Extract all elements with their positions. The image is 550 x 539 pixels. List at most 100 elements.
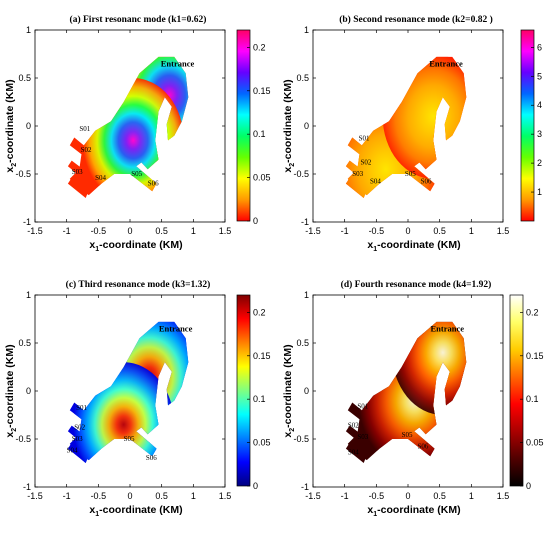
y-tick-label: -0.5 <box>293 434 309 444</box>
station-label: S01 <box>357 402 368 410</box>
station-label: S03 <box>72 435 83 443</box>
panel-title: (a) First resonanc mode (k1=0.62) <box>70 14 207 25</box>
entrance-label: Entrance <box>161 58 195 68</box>
panel-title: (b) Second resonance mode (k2=0.82 ) <box>339 14 493 25</box>
station-label: S05 <box>124 435 135 443</box>
x-axis-label: x1-coordinate (KM) <box>89 239 182 253</box>
station-label: S01 <box>76 404 87 412</box>
colorbar-tick-label: 0.15 <box>253 86 271 96</box>
y-tick-label: 1 <box>26 25 31 35</box>
station-label: S06 <box>146 454 157 462</box>
colorbar-tick-label: 0.2 <box>253 42 266 52</box>
panel-title: (c) Third resonance mode (k3=1.32) <box>66 279 211 290</box>
station-label: S03 <box>357 433 368 441</box>
x-tick-label: 1.5 <box>497 226 510 236</box>
colorbar-tick-label: 0.15 <box>526 351 544 361</box>
field-peak <box>382 56 467 179</box>
resonance-field <box>67 56 189 198</box>
y-tick-label: 1 <box>304 290 309 300</box>
x-tick-label: -0.5 <box>369 491 385 501</box>
x-tick-label: -1.5 <box>27 226 43 236</box>
station-label: S06 <box>148 180 159 188</box>
colorbar-tick-label: 1 <box>537 187 542 197</box>
panel-2: (b) Second resonance mode (k2=0.82 ) -1.5… <box>282 14 542 253</box>
y-axis-label: x2-coordinate (KM) <box>282 344 296 437</box>
colorbar-tick-label: 6 <box>537 42 542 52</box>
colorbar-tick-label: 0.1 <box>526 394 539 404</box>
colorbar-tick-label: 0.2 <box>526 307 539 317</box>
y-tick-label: 1 <box>26 290 31 300</box>
y-tick-label: -0.5 <box>15 434 31 444</box>
station-label: S02 <box>348 421 359 429</box>
y-tick-label: -1 <box>23 217 31 227</box>
station-label: S04 <box>370 178 381 186</box>
x-tick-label: 1 <box>191 226 196 236</box>
x-tick-label: 1.5 <box>497 491 510 501</box>
x-axis-label: x1-coordinate (KM) <box>367 504 460 518</box>
colorbar-tick-label: 0.05 <box>526 438 544 448</box>
field-peak <box>82 77 184 198</box>
entrance-label: Entrance <box>431 323 465 333</box>
y-tick-label: -1 <box>23 482 31 492</box>
x-tick-label: 1 <box>469 491 474 501</box>
station-label: S06 <box>421 178 432 186</box>
colorbar-tick-label: 4 <box>537 100 542 110</box>
panel-title: (d) Fourth resonance mode (k4=1.92) <box>341 279 492 290</box>
colorbar-tick-label: 0.1 <box>253 394 266 404</box>
panel-4: (d) Fourth resonance mode (k4=1.92)-1.5-… <box>282 279 544 518</box>
y-tick-label: 0.5 <box>18 338 31 348</box>
colorbar <box>520 29 535 222</box>
x-tick-label: 1 <box>191 491 196 501</box>
colorbar-tick-label: 2 <box>537 158 542 168</box>
x-tick-label: 0.5 <box>155 226 168 236</box>
x-tick-label: 0.5 <box>155 491 168 501</box>
x-axis-label: x1-coordinate (KM) <box>89 504 182 518</box>
x-tick-label: 0.5 <box>433 226 446 236</box>
colorbar <box>236 294 251 487</box>
x-tick-label: -1.5 <box>305 491 321 501</box>
y-tick-label: 0 <box>304 386 309 396</box>
x-tick-label: 1.5 <box>219 226 232 236</box>
colorbar-tick-label: 0.15 <box>253 351 271 361</box>
colorbar-tick-label: 0.2 <box>253 307 266 317</box>
station-label: S04 <box>67 446 78 454</box>
x-tick-label: 0 <box>127 226 132 236</box>
station-label: S01 <box>79 125 90 133</box>
resonance-field <box>345 56 467 198</box>
colorbar-tick-label: 0 <box>253 481 258 491</box>
resonance-field <box>345 321 467 463</box>
x-tick-label: 1 <box>469 226 474 236</box>
y-tick-label: 0.5 <box>296 338 309 348</box>
station-label: S05 <box>131 170 142 178</box>
station-label: S03 <box>352 170 363 178</box>
y-tick-label: -0.5 <box>15 169 31 179</box>
colorbar-tick-label: 3 <box>537 129 542 139</box>
x-tick-label: 1.5 <box>219 491 232 501</box>
colorbar-tick-label: 0 <box>526 481 531 491</box>
x-tick-label: -1 <box>341 491 349 501</box>
y-tick-label: 0 <box>26 386 31 396</box>
station-label: S05 <box>402 431 413 439</box>
panel-1: (a) First resonanc mode (k1=0.62) -1.5 -1 -… <box>4 14 271 253</box>
x-tick-label: 0 <box>405 226 410 236</box>
x-tick-label: 0 <box>127 491 132 501</box>
panel-3: (c) Third resonance mode (k3=1.32) -1.5 -1… <box>4 279 271 518</box>
station-label: S01 <box>359 134 370 142</box>
entrance-label: Entrance <box>159 323 193 333</box>
station-label: S02 <box>81 146 92 154</box>
x-tick-label: -1.5 <box>27 491 43 501</box>
x-tick-label: 0.5 <box>433 491 446 501</box>
colorbar <box>236 29 251 222</box>
x-tick-label: -1 <box>341 226 349 236</box>
resonance-field <box>67 321 189 463</box>
colorbar-tick-label: 0.05 <box>253 438 271 448</box>
colorbar <box>509 294 524 487</box>
colorbar-tick-label: 0 <box>253 216 258 226</box>
colorbar-tick-label: 5 <box>537 71 542 81</box>
colorbar-tick-label: 0.05 <box>253 173 271 183</box>
y-tick-label: -1 <box>301 482 309 492</box>
y-tick-label: -0.5 <box>293 169 309 179</box>
y-tick-label: 1 <box>304 25 309 35</box>
x-axis-label: x1-coordinate (KM) <box>367 239 460 253</box>
